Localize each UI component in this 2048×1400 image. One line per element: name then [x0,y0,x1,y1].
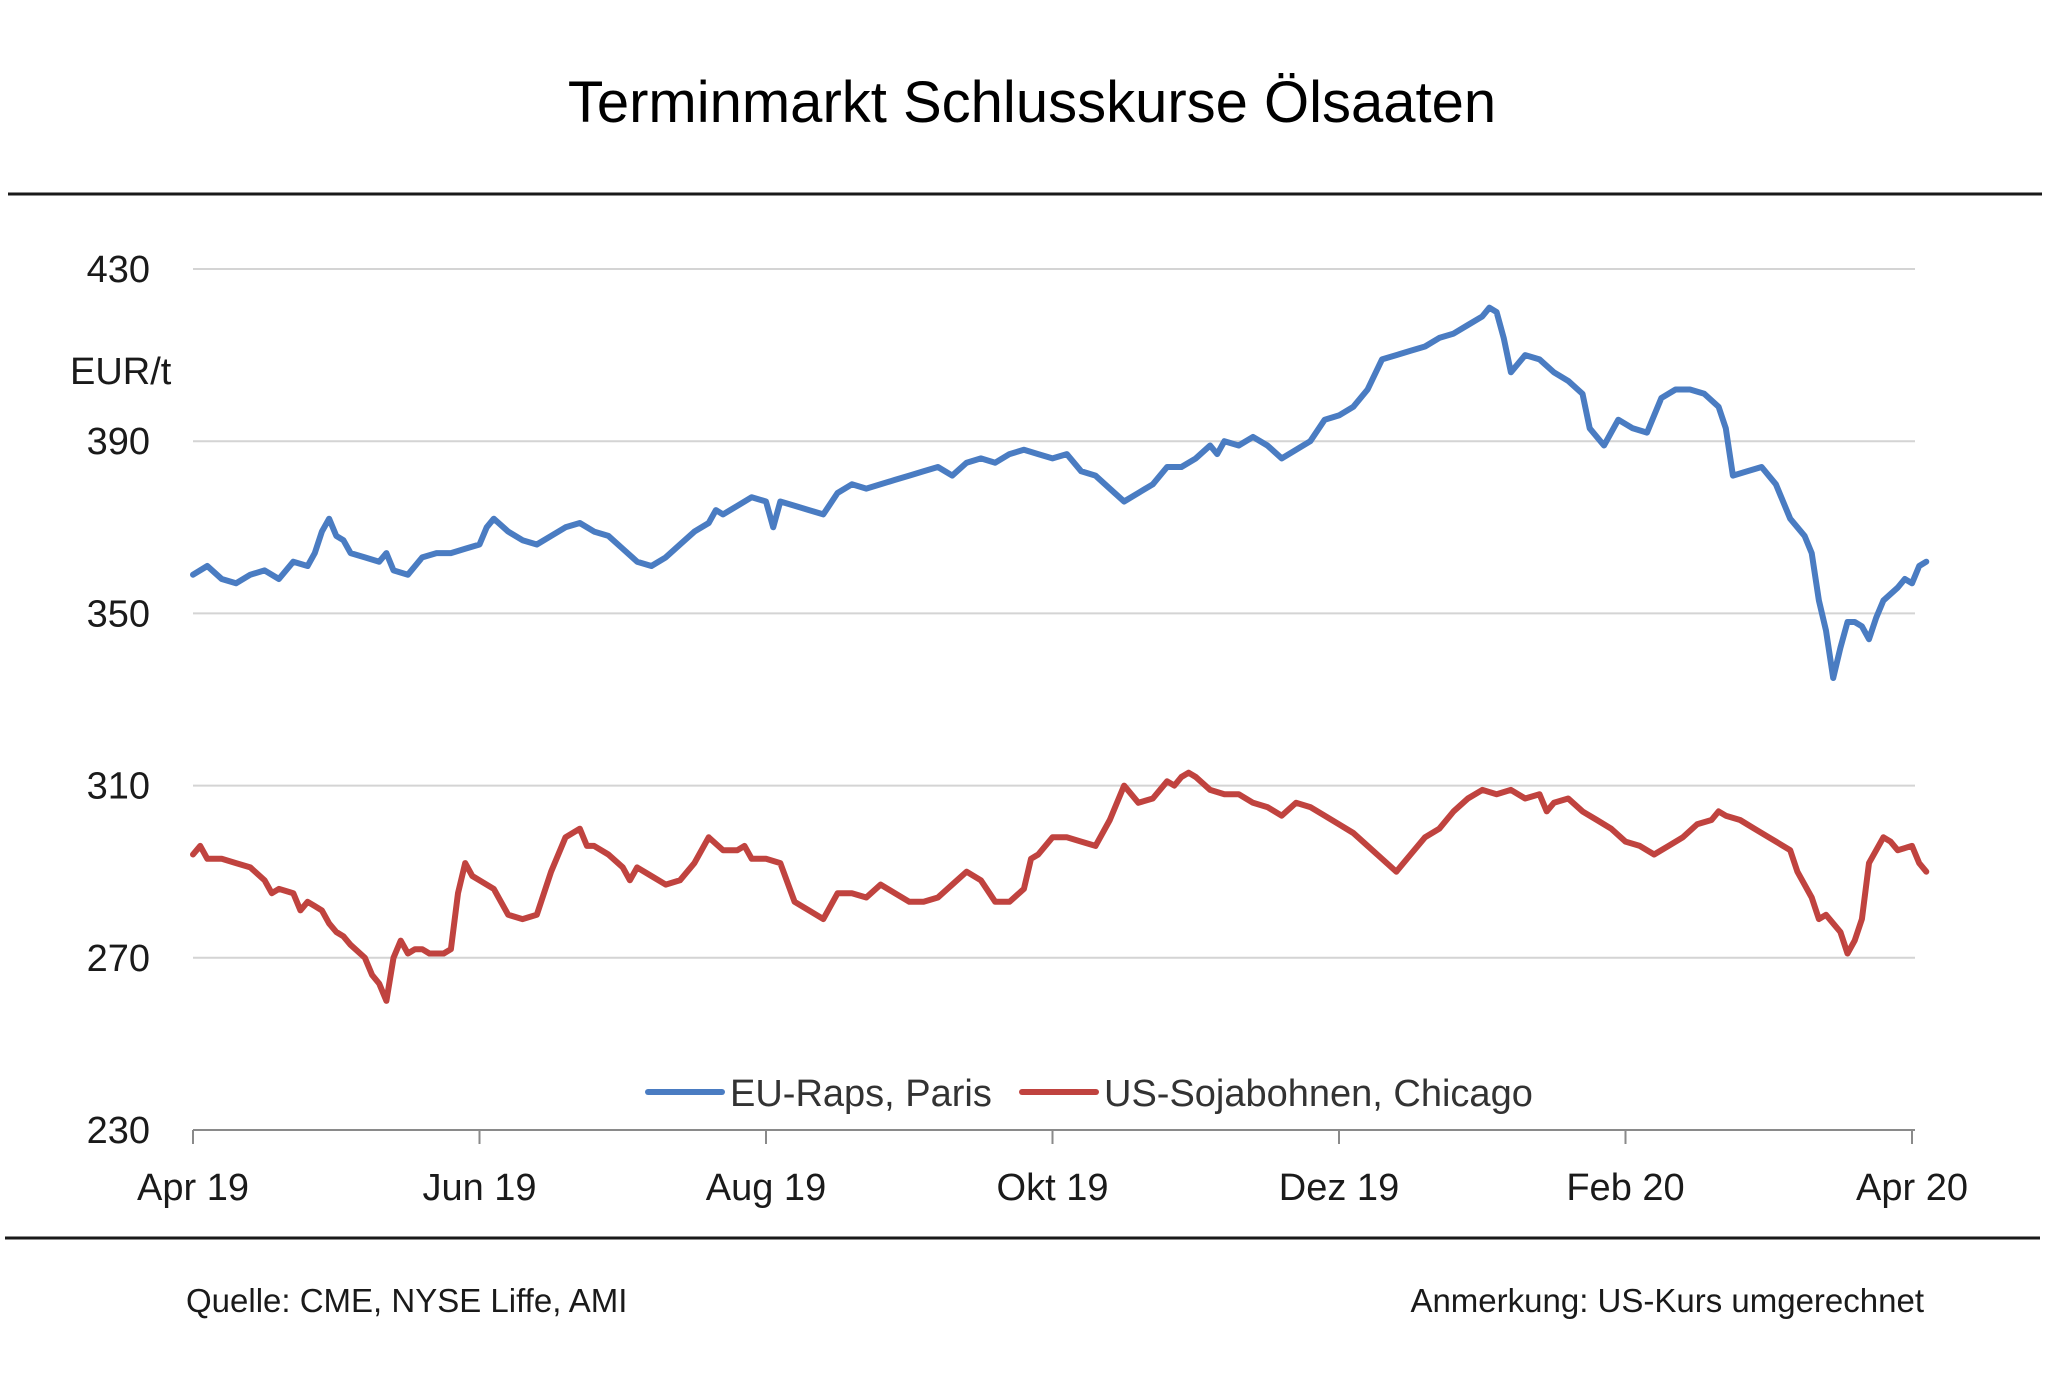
x-tick-label-1: Jun 19 [422,1167,536,1209]
chart-title: Terminmarkt Schlusskurse Ölsaaten [568,70,1496,135]
y-tick-label-430: 430 [87,249,150,291]
x-tick-label-3: Okt 19 [997,1167,1109,1209]
y-tick-label-230: 230 [87,1110,150,1152]
y-tick-label-390: 390 [87,421,150,463]
series-line-us-soja [190,769,1930,1004]
x-tick-label-4: Dez 19 [1279,1167,1399,1209]
x-tick-label-5: Feb 20 [1566,1167,1684,1209]
x-tick-label-0: Apr 19 [137,1167,249,1209]
legend-label-us-soja: US-Sojabohnen, Chicago [1104,1073,1533,1115]
legend: EU-Raps, Paris US-Sojabohnen, Chicago [645,1073,1533,1115]
y-axis-unit: EUR/t [70,351,172,393]
y-tick-label-350: 350 [87,593,150,635]
legend-label-eu-raps: EU-Raps, Paris [730,1073,992,1115]
x-tick-label-2: Aug 19 [706,1167,826,1209]
series-line-eu-raps [190,304,1930,681]
remark-note: Anmerkung: US-Kurs umgerechnet [1410,1282,1924,1319]
plot-area: 430 390 350 310 270 230 Apr 19 Jun 19 Aug 19 Okt … [87,249,1968,1209]
y-tick-label-270: 270 [87,938,150,980]
x-tick-label-6: Apr 20 [1856,1167,1968,1209]
source-note: Quelle: CME, NYSE Liffe, AMI [186,1282,627,1319]
y-tick-label-310: 310 [87,766,150,808]
